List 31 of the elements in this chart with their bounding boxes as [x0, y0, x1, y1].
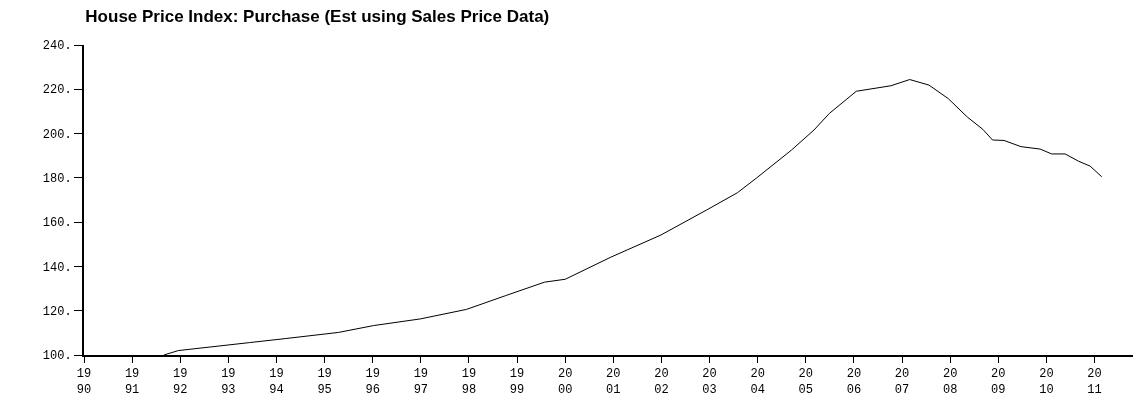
- y-tick-label: 220.: [42, 83, 72, 98]
- y-tick-label: 140.: [42, 260, 72, 275]
- x-tick-label: 19 94: [269, 367, 284, 397]
- x-tick-label: 20 07: [894, 367, 910, 397]
- x-tick-label: 19 91: [124, 367, 140, 397]
- x-tick-label: 20 08: [942, 367, 958, 397]
- x-tick-label: 20 02: [654, 367, 669, 397]
- x-tick-label: 19 95: [317, 367, 332, 397]
- x-tick-label: 19 92: [173, 367, 188, 397]
- x-tick-label: 20 11: [1087, 367, 1102, 397]
- y-tick-label: 180.: [42, 172, 72, 187]
- y-tick-label: 120.: [42, 304, 72, 319]
- x-tick-label: 20 01: [606, 367, 621, 397]
- x-tick-label: 20 03: [702, 367, 717, 397]
- x-tick-label: 20 10: [1039, 367, 1054, 397]
- x-tick-label: 19 97: [413, 367, 429, 397]
- x-tick-label: 20 09: [991, 367, 1006, 397]
- x-tick-label: 19 90: [76, 367, 92, 397]
- y-tick-label: 100.: [42, 349, 72, 364]
- x-tick-label: 20 05: [798, 367, 813, 397]
- y-tick-label: 200.: [42, 127, 72, 142]
- y-tick-label: 160.: [42, 216, 72, 231]
- x-tick-label: 20 04: [750, 367, 765, 397]
- x-tick-label: 19 96: [365, 367, 380, 397]
- x-tick-label: 19 98: [461, 367, 477, 397]
- x-tick-label: 20 00: [557, 367, 573, 397]
- chart-title: House Price Index: Purchase (Est using Sales Price Data): [85, 6, 550, 26]
- x-tick-label: 19 99: [509, 367, 525, 397]
- x-tick-label: 20 06: [846, 367, 862, 397]
- x-tick-label: 19 93: [221, 367, 236, 397]
- y-tick-label: 240.: [42, 39, 72, 54]
